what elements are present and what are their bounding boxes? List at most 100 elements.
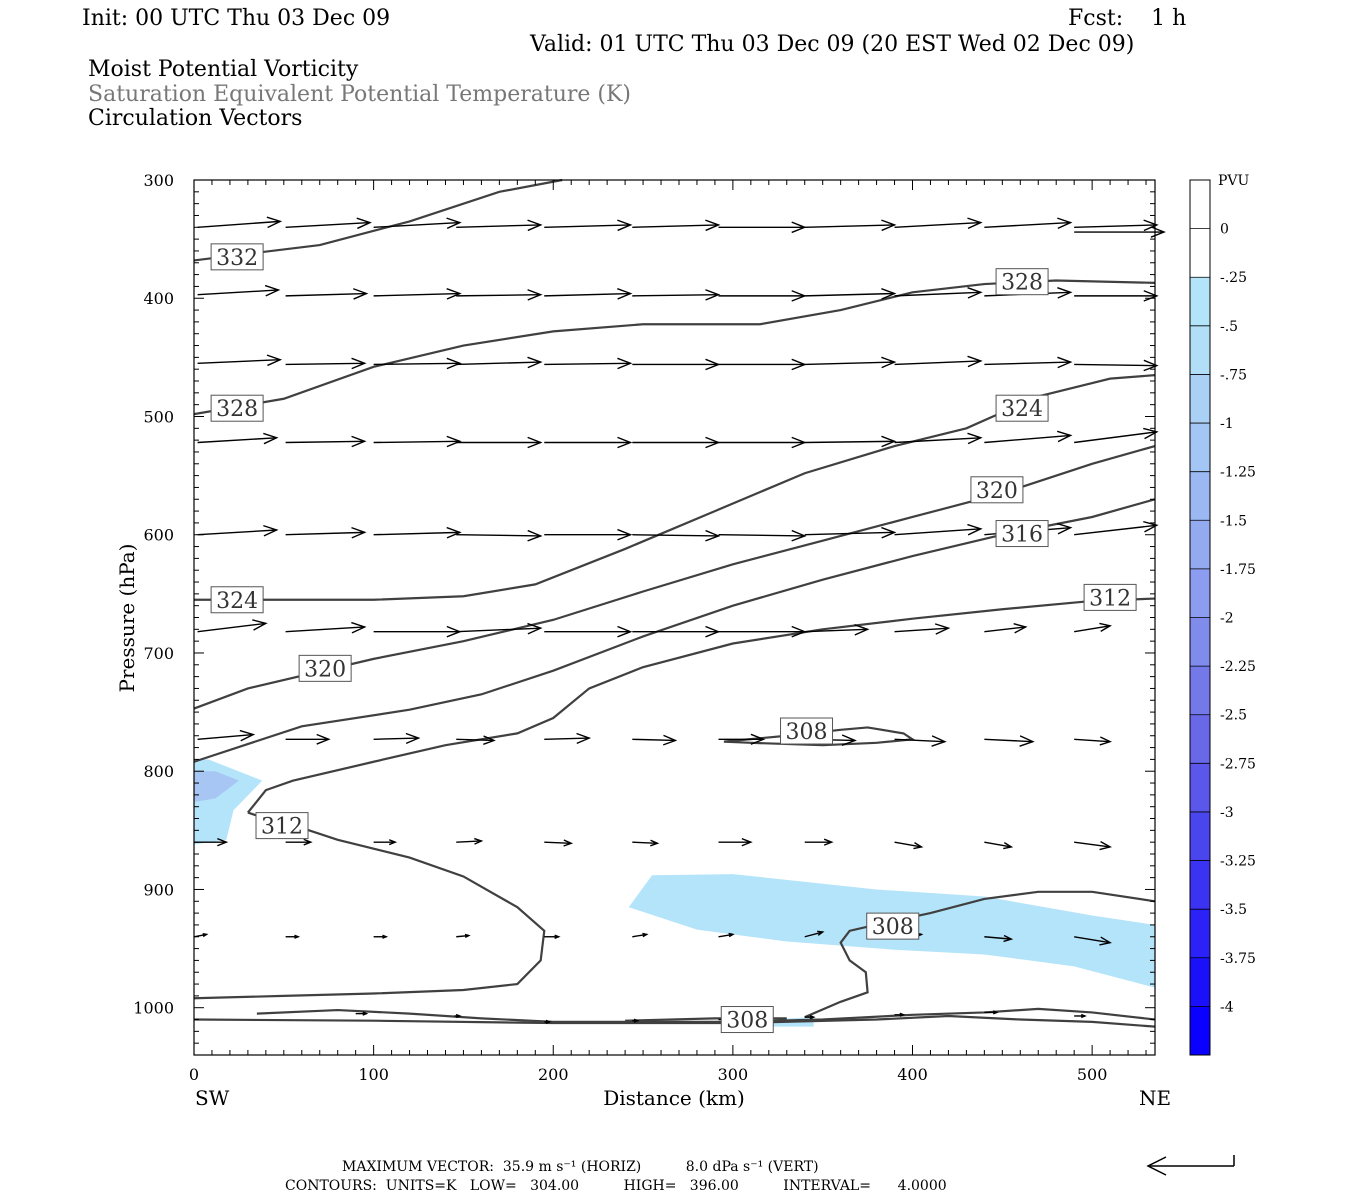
contour-label-box bbox=[995, 268, 1049, 296]
colorbar-label: -3.75 bbox=[1220, 951, 1256, 967]
vector-arrow-4-3 bbox=[456, 529, 543, 542]
init-time-label: Init: 00 UTC Thu 03 Dec 09 bbox=[82, 6, 390, 31]
contour-label-8: 312 bbox=[255, 812, 309, 840]
x-tick-label: 200 bbox=[538, 1065, 569, 1084]
vector-shaft bbox=[197, 622, 266, 633]
colorbar-label: -2.25 bbox=[1220, 659, 1256, 675]
vector-arrow-2-0 bbox=[197, 354, 283, 367]
vector-arrow-6-1 bbox=[285, 733, 331, 745]
vector-head bbox=[351, 621, 367, 634]
contour-label-box bbox=[970, 476, 1024, 504]
vector-head bbox=[881, 435, 897, 448]
vector-head bbox=[446, 526, 462, 539]
vector-head bbox=[1013, 623, 1028, 634]
vector-head bbox=[1143, 359, 1159, 372]
vector-arrow-1-3 bbox=[456, 289, 543, 301]
vector-arrow-3-6 bbox=[718, 436, 807, 449]
colorbar-segment bbox=[1190, 325, 1210, 375]
vector-arrow-8-2 bbox=[373, 934, 389, 939]
contour-label-text: 328 bbox=[216, 397, 258, 422]
contour-label-5: 320 bbox=[298, 654, 352, 682]
colorbar-label: -2 bbox=[1220, 611, 1234, 627]
vector-shaft bbox=[894, 221, 981, 228]
vector-head bbox=[382, 934, 389, 939]
vector-head bbox=[967, 523, 983, 536]
vector-shaft bbox=[197, 733, 254, 740]
vector-shaft bbox=[632, 224, 719, 228]
vector-shaft bbox=[1074, 524, 1157, 536]
vector-arrow-6-4 bbox=[544, 732, 592, 745]
field-title-vectors: Circulation Vectors bbox=[88, 106, 302, 131]
vector-arrow-5-4 bbox=[544, 625, 633, 638]
vector-shaft bbox=[632, 933, 647, 938]
colorbar-segment bbox=[1190, 617, 1210, 667]
vector-head bbox=[1099, 936, 1112, 946]
vector-arrow-7-4 bbox=[544, 839, 574, 847]
vector-arrow-5-2 bbox=[373, 625, 462, 638]
vector-arrow-0-1 bbox=[285, 217, 372, 230]
vector-head bbox=[356, 217, 372, 230]
vector-shaft bbox=[984, 841, 1012, 848]
vector-arrow-3-7 bbox=[804, 435, 897, 448]
vector-shaft bbox=[373, 221, 460, 228]
vector-arrow-9-7 bbox=[984, 1010, 999, 1015]
y-tick-label: 400 bbox=[143, 289, 174, 308]
vector-arrow-5-10 bbox=[1074, 622, 1112, 633]
vector-arrow-7-3 bbox=[456, 837, 484, 845]
vector-shaft bbox=[804, 531, 895, 536]
vector-shaft bbox=[285, 362, 365, 366]
vector-head bbox=[351, 357, 367, 370]
colorbar-label: -2.5 bbox=[1220, 708, 1247, 724]
vector-arrow-2-6 bbox=[718, 358, 807, 371]
contour-label-box bbox=[210, 243, 264, 271]
contour-label-box bbox=[866, 912, 920, 940]
contour-label-1: 328 bbox=[210, 394, 264, 422]
vector-head bbox=[1099, 840, 1112, 851]
vector-arrow-7-5 bbox=[632, 839, 660, 847]
vector-head bbox=[405, 732, 421, 745]
vector-arrow-2-10 bbox=[1074, 359, 1159, 372]
vector-head bbox=[992, 1010, 999, 1015]
contour-label-box bbox=[210, 586, 264, 614]
vector-head bbox=[353, 288, 369, 300]
vector-arrow-0-0 bbox=[197, 216, 283, 229]
vector-shaft bbox=[544, 841, 572, 845]
vector-shaft bbox=[804, 361, 895, 366]
vector-arrow-6-9 bbox=[984, 735, 1035, 747]
colorbar-label: -1.75 bbox=[1220, 562, 1256, 578]
vector-head bbox=[1003, 842, 1014, 850]
vector-head bbox=[294, 934, 301, 939]
vector-head bbox=[967, 355, 983, 368]
vector-head bbox=[741, 837, 753, 847]
contour-label-box bbox=[720, 1006, 774, 1034]
vector-shaft bbox=[373, 440, 460, 444]
contour-label-box bbox=[995, 520, 1049, 548]
vector-head bbox=[881, 356, 897, 369]
vector-shaft bbox=[285, 292, 367, 297]
vector-arrow-9-6 bbox=[894, 1012, 906, 1017]
vector-arrow-6-5 bbox=[632, 734, 678, 746]
colorbar-segment bbox=[1190, 714, 1210, 764]
vector-head bbox=[527, 219, 543, 232]
vector-arrow-8-3 bbox=[456, 933, 471, 939]
colorbar-segment bbox=[1190, 860, 1210, 910]
contour-line-1 bbox=[193, 279, 1156, 416]
colorbar-segment bbox=[1190, 228, 1210, 278]
vector-shaft bbox=[544, 362, 631, 366]
vector-shaft bbox=[804, 628, 868, 633]
vector-shaft bbox=[984, 738, 1033, 743]
vector-shaft bbox=[894, 528, 981, 536]
y-tick-label: 800 bbox=[143, 762, 174, 781]
colorbar-label: -.25 bbox=[1220, 270, 1247, 286]
colorbar-segment bbox=[1190, 520, 1210, 570]
vector-arrow-1-4 bbox=[544, 288, 633, 300]
vector-arrow-5-7 bbox=[804, 624, 870, 636]
vector-arrow-0-8 bbox=[894, 217, 983, 230]
vector-shaft bbox=[544, 292, 631, 297]
vector-head bbox=[650, 839, 660, 847]
contour-line-14 bbox=[193, 1014, 1156, 1028]
vector-shaft bbox=[632, 738, 676, 742]
field-title-thetae: Saturation Equivalent Potential Temperat… bbox=[88, 82, 631, 107]
vector-shaft bbox=[285, 221, 371, 228]
plot-axes: 0 100 200 300 400 500 300 400 500 600 700 800 900 100… bbox=[133, 171, 1155, 1084]
